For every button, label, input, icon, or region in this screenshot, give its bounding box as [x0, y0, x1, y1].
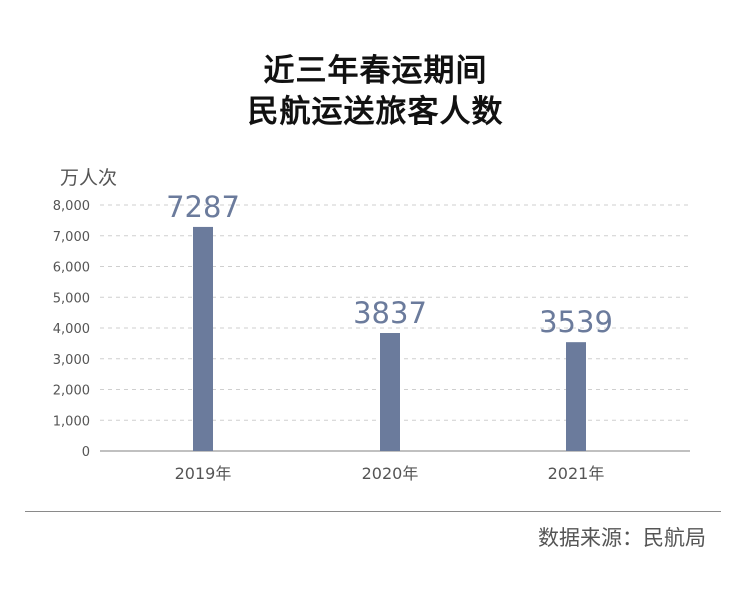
bar-value-label: 3837: [353, 296, 427, 330]
y-tick-label: 8,000: [53, 199, 90, 214]
y-tick-label: 7,000: [53, 230, 90, 245]
bar: [380, 333, 400, 451]
bar: [566, 342, 586, 451]
bar-value-label: 3539: [539, 305, 613, 339]
bar-value-label: 7287: [166, 190, 240, 224]
x-tick-label: 2019年: [175, 464, 232, 483]
x-tick-label: 2020年: [362, 464, 419, 483]
x-tick-label: 2021年: [548, 464, 605, 483]
y-tick-label: 4,000: [53, 322, 90, 337]
y-axis-unit-label: 万人次: [60, 167, 118, 189]
y-tick-label: 5,000: [53, 291, 90, 306]
y-tick-label: 2,000: [53, 384, 90, 399]
data-source-note: 数据来源：民航局: [538, 526, 706, 550]
y-tick-label: 3,000: [53, 353, 90, 368]
bar: [193, 226, 213, 451]
chart-title-line-2: 民航运送旅客人数: [247, 94, 504, 130]
chart-title-line-1: 近三年春运期间: [263, 53, 488, 89]
y-tick-label: 6,000: [53, 261, 90, 276]
footer-divider: [25, 511, 721, 512]
y-tick-label: 1,000: [53, 414, 90, 429]
y-tick-label: 0: [82, 445, 90, 460]
